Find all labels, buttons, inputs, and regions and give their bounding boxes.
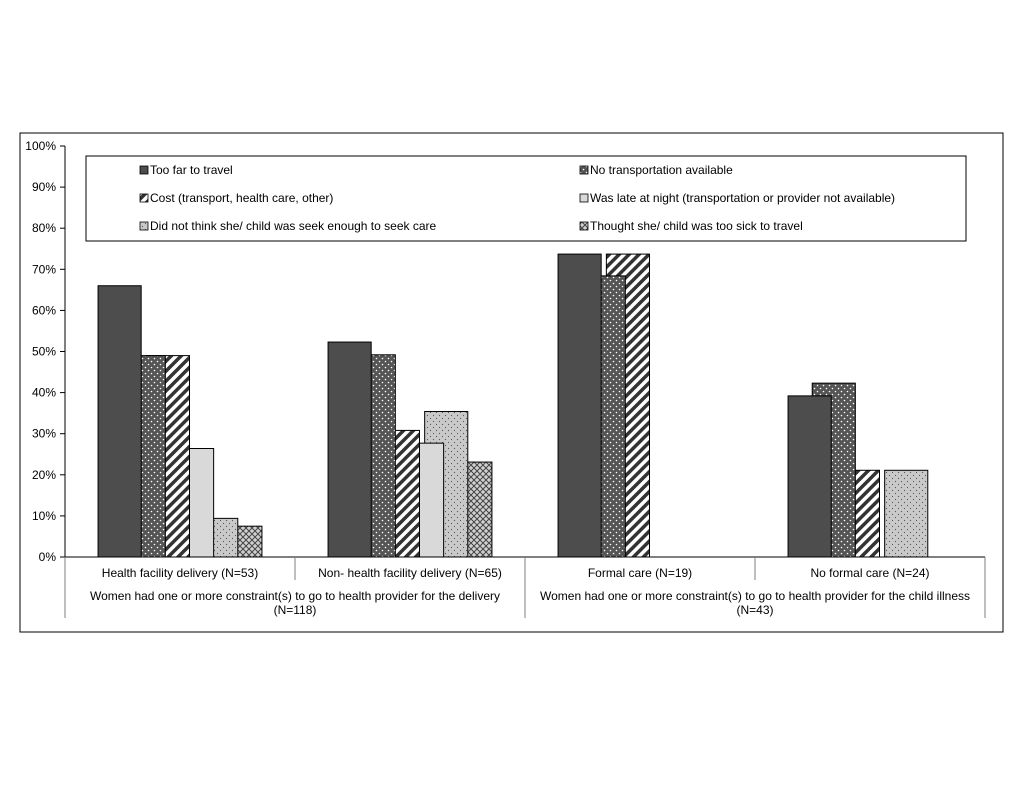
legend-label: Was late at night (transportation or pro…	[590, 191, 895, 205]
legend-swatch	[139, 193, 149, 203]
legend-label: Did not think she/ child was seek enough…	[150, 219, 436, 233]
y-tick-label: 40%	[32, 386, 56, 400]
y-tick-label: 60%	[32, 303, 56, 317]
y-tick-label: 30%	[32, 427, 56, 441]
bar	[97, 285, 142, 558]
bar	[557, 253, 602, 558]
category-label: No formal care (N=24)	[810, 566, 929, 580]
legend-swatch	[579, 193, 589, 203]
y-tick-label: 50%	[32, 345, 56, 359]
y-axis: 0% 10% 20% 30% 40% 50% 60% 70% 80% 90% 100%	[25, 139, 66, 564]
category-label: Health facility delivery (N=53)	[102, 566, 258, 580]
bar	[884, 469, 929, 558]
y-tick-label: 10%	[32, 509, 56, 523]
bar	[327, 341, 372, 558]
legend-swatch	[579, 221, 589, 231]
bar	[787, 395, 832, 558]
y-tick-label: 90%	[32, 180, 56, 194]
legend-box	[85, 155, 967, 242]
legend-swatch	[579, 165, 589, 175]
category-label: Formal care (N=19)	[588, 566, 692, 580]
x-axis: Health facility delivery (N=53) Non- heal…	[64, 556, 986, 618]
legend-label: Too far to travel	[150, 163, 233, 177]
legend-swatch	[139, 221, 149, 231]
group-label: Women had one or more constraint(s) to g…	[90, 589, 500, 603]
legend: Too far to travel No transportation avail…	[85, 155, 967, 242]
group-count-label: (N=118)	[274, 603, 317, 617]
y-tick-label: 70%	[32, 262, 56, 276]
bars	[97, 253, 929, 558]
legend-label: No transportation available	[590, 163, 733, 177]
y-tick-label: 0%	[39, 550, 57, 564]
y-tick-label: 100%	[25, 139, 56, 153]
y-tick-label: 80%	[32, 221, 56, 235]
group-label: Women had one or more constraint(s) to g…	[540, 589, 970, 603]
legend-label: Cost (transport, health care, other)	[150, 191, 333, 205]
legend-swatch	[139, 165, 149, 175]
category-label: Non- health facility delivery (N=65)	[318, 566, 502, 580]
y-tick-label: 20%	[32, 468, 56, 482]
legend-label: Thought she/ child was too sick to trave…	[590, 219, 803, 233]
group-count-label: (N=43)	[736, 603, 773, 617]
